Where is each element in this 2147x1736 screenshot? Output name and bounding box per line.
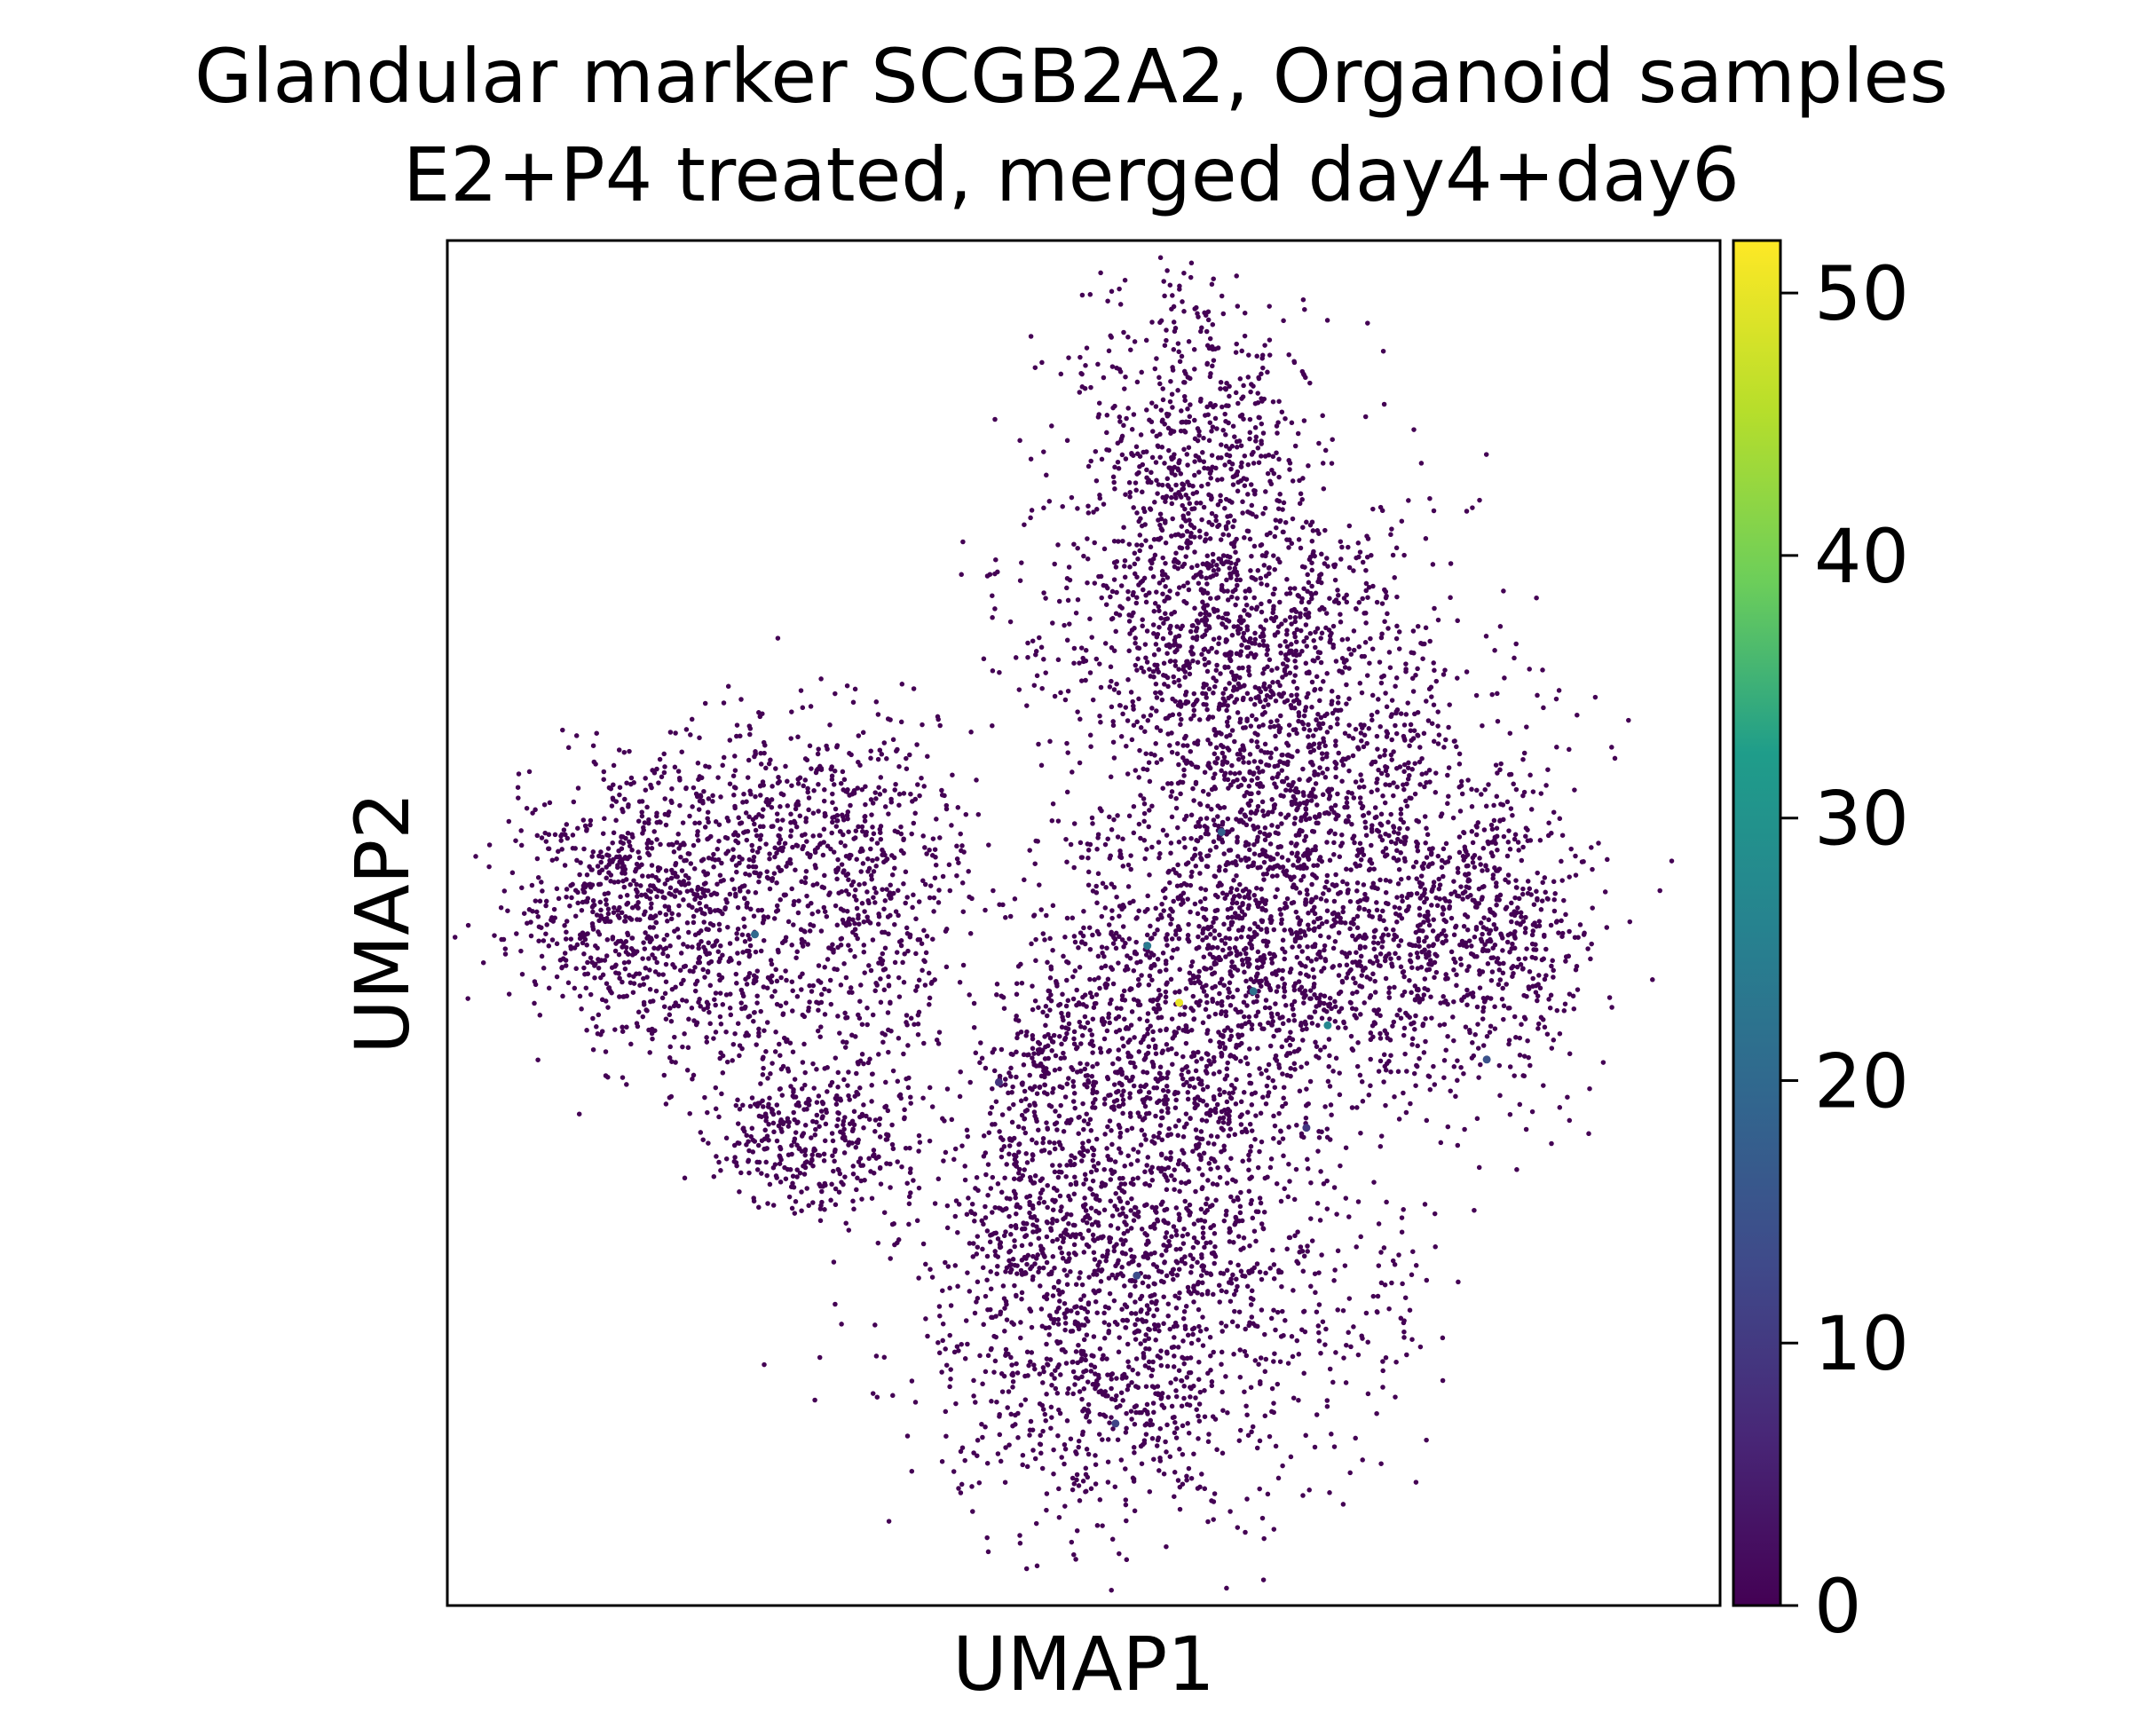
title-line-2: E2+P4 treated, merged day4+day6: [403, 131, 1740, 218]
highlighted-point: [751, 930, 759, 939]
colorbar-tick-label: 30: [1814, 776, 1909, 863]
highlighted-point: [1323, 1021, 1332, 1030]
highlighted-points: [751, 828, 1491, 1428]
title-line-1: Glandular marker SCGB2A2, Organoid sampl…: [194, 33, 1948, 120]
highlighted-point: [1175, 998, 1184, 1007]
highlighted-point: [1133, 1271, 1141, 1280]
colorbar: 0 10 20 30 40 50: [1732, 239, 1909, 1650]
colorbar-tick-label: 50: [1814, 250, 1909, 337]
chart-title: Glandular marker SCGB2A2, Organoid sampl…: [194, 33, 1948, 218]
highlighted-point: [1111, 1419, 1120, 1428]
x-axis-label: UMAP1: [952, 1621, 1215, 1708]
highlighted-point: [1482, 1055, 1491, 1064]
y-axis-label: UMAP2: [339, 792, 426, 1054]
plot-frame: [446, 239, 1722, 1607]
highlighted-point: [994, 1077, 1003, 1086]
colorbar-tick-label: 0: [1814, 1563, 1861, 1650]
colorbar-tick-label: 40: [1814, 513, 1909, 600]
colorbar-ticks: 0 10 20 30 40 50: [1780, 250, 1909, 1650]
colorbar-tick-label: 20: [1814, 1038, 1909, 1124]
highlighted-point: [1143, 942, 1152, 951]
highlighted-point: [1249, 987, 1258, 996]
cell-points-base: [452, 241, 1675, 1593]
highlighted-point: [1302, 1124, 1311, 1132]
colorbar-gradient: [1732, 239, 1782, 1607]
colorbar-tick-label: 10: [1814, 1300, 1909, 1387]
scatter-points: [452, 241, 1675, 1593]
highlighted-point: [1217, 828, 1226, 836]
